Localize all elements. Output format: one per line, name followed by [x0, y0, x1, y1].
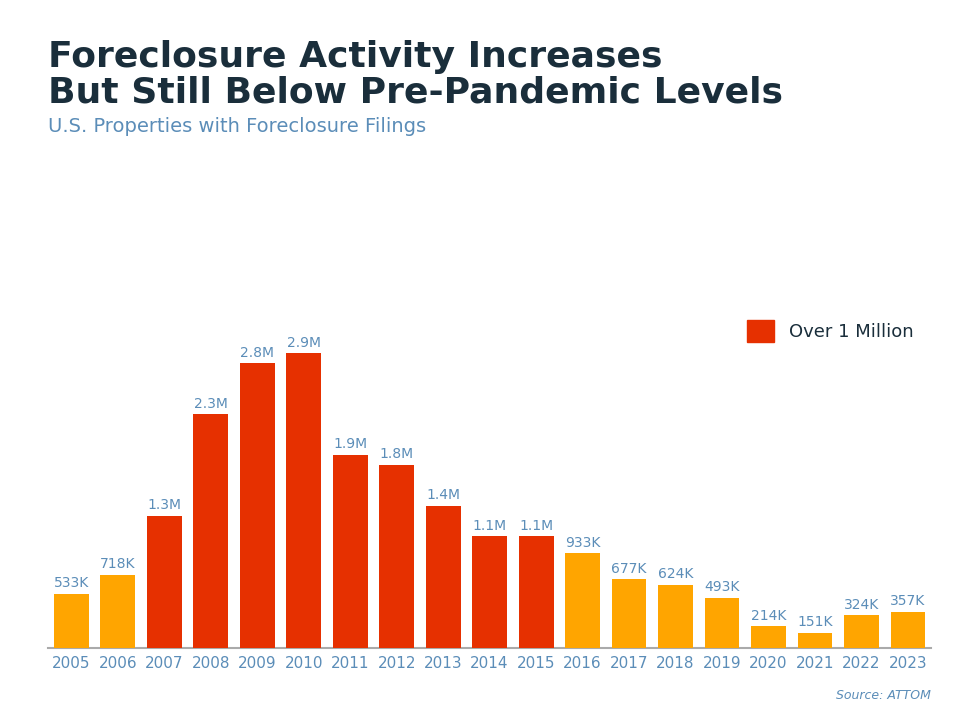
Bar [100, 575, 135, 648]
Text: 324K: 324K [844, 598, 879, 611]
Text: 357K: 357K [890, 594, 925, 608]
Text: 1.1M: 1.1M [472, 518, 507, 533]
Text: But Still Below Pre-Pandemic Levels: But Still Below Pre-Pandemic Levels [48, 76, 783, 109]
Bar [751, 626, 786, 648]
Text: 151K: 151K [797, 615, 832, 629]
Bar [659, 585, 693, 648]
Bar [379, 465, 414, 648]
Text: 2.8M: 2.8M [240, 346, 275, 360]
Text: 1.3M: 1.3M [147, 498, 181, 513]
Text: 933K: 933K [564, 536, 600, 549]
Text: 1.8M: 1.8M [379, 447, 414, 462]
Text: 214K: 214K [751, 608, 786, 623]
Text: 533K: 533K [54, 576, 89, 590]
Bar [798, 633, 832, 648]
Bar [54, 594, 88, 648]
Text: Source: ATTOM: Source: ATTOM [836, 689, 931, 702]
Bar [240, 364, 275, 648]
Legend: Over 1 Million: Over 1 Million [738, 312, 923, 351]
Bar [612, 579, 646, 648]
Bar [844, 615, 879, 648]
Text: 1.1M: 1.1M [519, 518, 553, 533]
Bar [565, 553, 600, 648]
Text: 1.4M: 1.4M [426, 488, 460, 502]
Text: 1.9M: 1.9M [333, 437, 368, 451]
Bar [425, 505, 461, 648]
Bar [286, 354, 321, 648]
Text: 2.3M: 2.3M [194, 397, 228, 410]
Bar [193, 414, 228, 648]
Bar [333, 455, 368, 648]
Text: U.S. Properties with Foreclosure Filings: U.S. Properties with Foreclosure Filings [48, 117, 426, 135]
Text: Foreclosure Activity Increases: Foreclosure Activity Increases [48, 40, 662, 73]
Bar [472, 536, 507, 648]
Text: 624K: 624K [658, 567, 693, 581]
Text: 2.9M: 2.9M [287, 336, 321, 350]
Text: 677K: 677K [612, 562, 647, 575]
Bar [705, 598, 739, 648]
Bar [147, 516, 181, 648]
Bar [891, 612, 925, 648]
Text: 718K: 718K [100, 557, 135, 572]
Bar [518, 536, 554, 648]
Text: 493K: 493K [705, 580, 740, 594]
